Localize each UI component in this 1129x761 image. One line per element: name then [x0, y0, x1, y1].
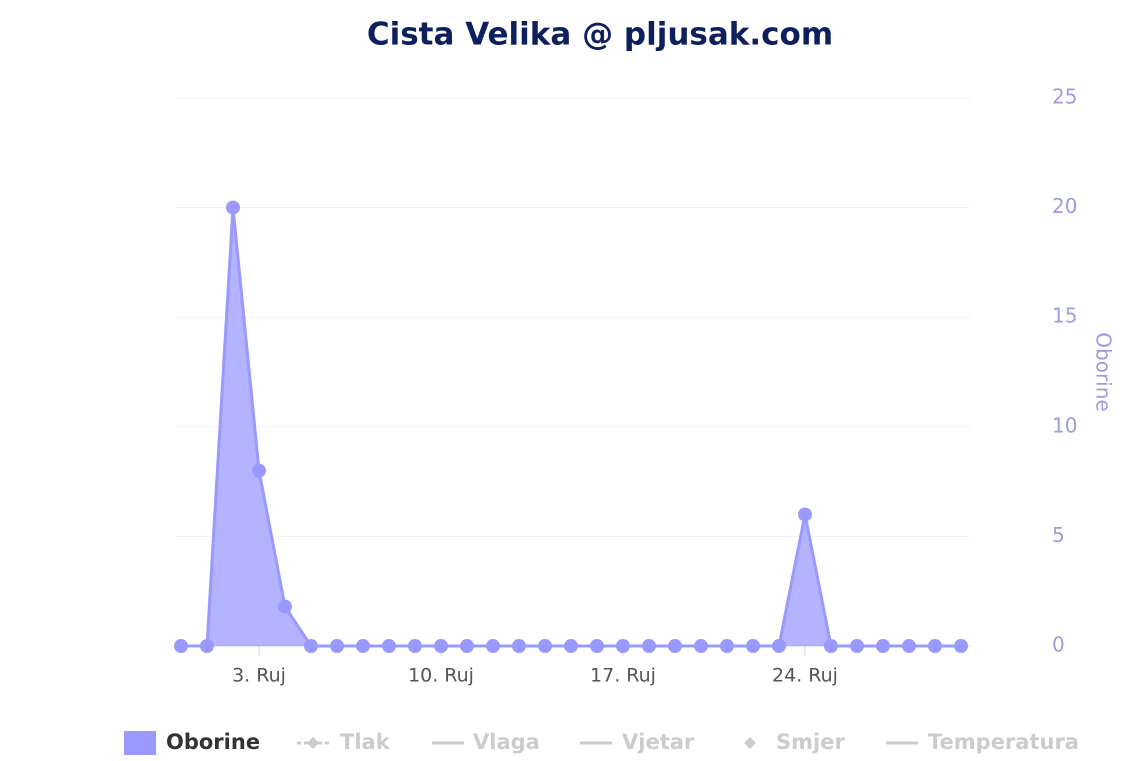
point	[356, 639, 370, 653]
point	[668, 639, 682, 653]
legend-label[interactable]: Vjetar	[622, 730, 695, 754]
x-tick-label: 3. Ruj	[232, 665, 286, 687]
point	[226, 200, 240, 215]
point	[798, 507, 812, 522]
legend-label[interactable]: Vlaga	[473, 730, 540, 754]
point	[876, 639, 890, 653]
point	[460, 639, 474, 653]
point	[928, 639, 942, 653]
point	[694, 639, 708, 653]
point	[200, 639, 214, 653]
point	[824, 639, 838, 653]
y-tick-label: 5	[1052, 523, 1065, 547]
point	[590, 639, 604, 653]
x-tick-label: 17. Ruj	[590, 665, 656, 687]
y-tick-label: 10	[1052, 413, 1077, 437]
point	[746, 639, 760, 653]
y-tick-label: 20	[1052, 194, 1077, 218]
point	[486, 639, 500, 653]
y-tick-label: 0	[1052, 633, 1065, 657]
point	[174, 639, 188, 653]
legend-swatch	[124, 731, 156, 755]
point	[278, 599, 292, 614]
y-tick-label: 25	[1052, 85, 1077, 109]
legend-label[interactable]: Smjer	[776, 730, 845, 754]
area	[181, 207, 961, 646]
y-tick-label: 15	[1052, 304, 1077, 328]
point	[616, 639, 630, 653]
legend-label[interactable]: Tlak	[340, 730, 391, 754]
x-tick-label: 10. Ruj	[408, 665, 474, 687]
point	[642, 639, 656, 653]
point	[538, 639, 552, 653]
legend-label[interactable]: Oborine	[166, 730, 260, 754]
x-tick-label: 24. Ruj	[772, 665, 838, 687]
point	[564, 639, 578, 653]
point	[954, 639, 968, 653]
point	[304, 639, 318, 653]
point	[512, 639, 526, 653]
point	[252, 463, 266, 478]
point	[408, 639, 422, 653]
legend-label[interactable]: Temperatura	[928, 730, 1079, 754]
point	[902, 639, 916, 653]
point	[772, 639, 786, 653]
point	[720, 639, 734, 653]
chart-title: Cista Velika @ pljusak.com	[367, 17, 833, 53]
point	[434, 639, 448, 653]
point	[850, 639, 864, 653]
legend-symbol	[307, 737, 319, 749]
legend-symbol	[744, 737, 756, 749]
point	[382, 639, 396, 653]
y-axis-label: Oborine	[1092, 332, 1116, 411]
point	[330, 639, 344, 653]
